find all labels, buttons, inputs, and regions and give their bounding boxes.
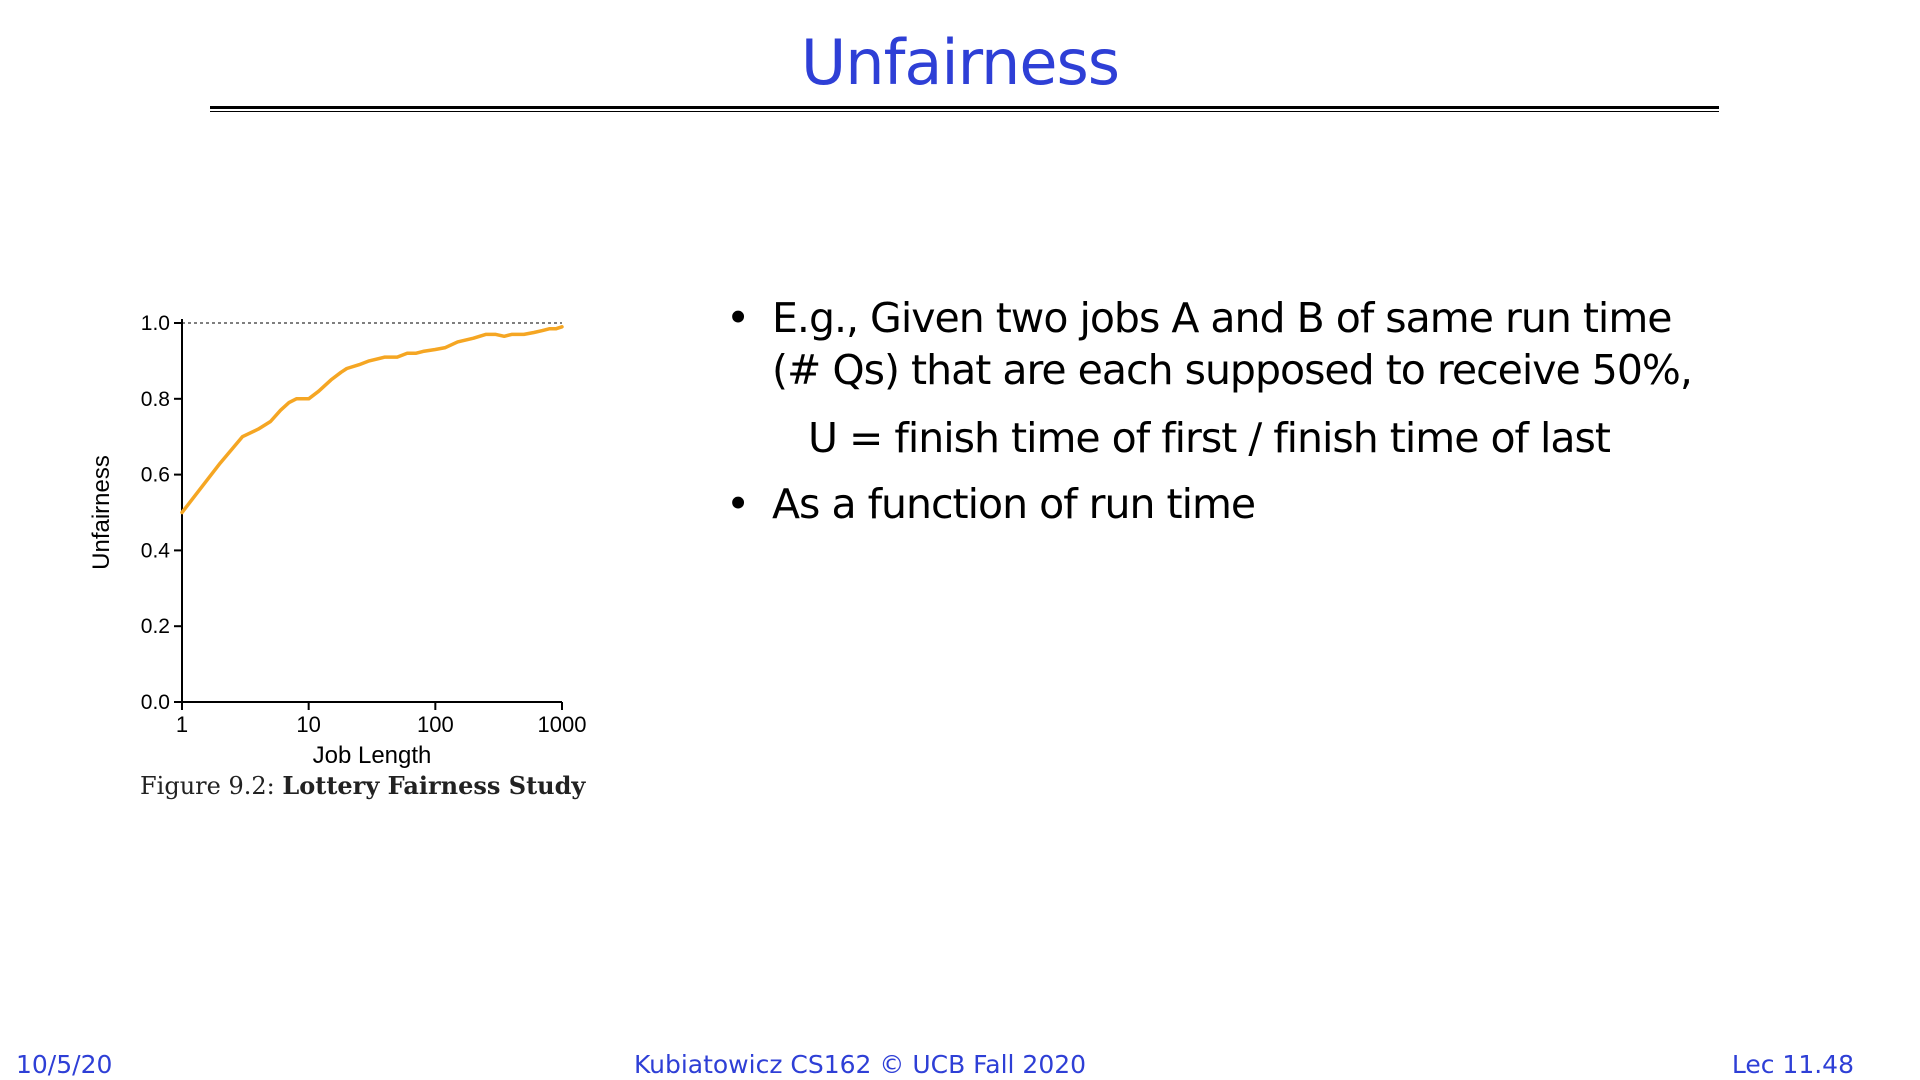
x-tick-label: 1000	[538, 712, 587, 737]
title-rule-thick	[210, 106, 1719, 109]
lottery-fairness-chart: 0.0 0.2 0.4 0.6 0.8 1.0 1 10 100 1000 Job Length Un…	[90, 300, 610, 770]
bullet-item-1: • E.g., Given two jobs A and B of same r…	[726, 292, 1726, 396]
slide-title: Unfairness	[800, 26, 1120, 99]
bullet-item-2: • As a function of run time	[726, 478, 1726, 530]
x-tick-label: 100	[417, 712, 454, 737]
y-tick-label: 0.0	[141, 691, 170, 714]
caption-title: Lottery Fairness Study	[282, 771, 586, 800]
bullet-text-1: E.g., Given two jobs A and B of same run…	[772, 294, 1693, 394]
bullet-list: • E.g., Given two jobs A and B of same r…	[726, 292, 1726, 530]
bullet-dot-icon: •	[726, 480, 750, 528]
x-tick-label: 1	[176, 712, 188, 737]
x-tick-label: 10	[296, 712, 320, 737]
bullet-dot-icon: •	[726, 294, 750, 342]
bullet-text-2: As a function of run time	[772, 480, 1256, 528]
footer-course: Kubiatowicz CS162 © UCB Fall 2020	[633, 1050, 1087, 1079]
x-axis-title: Job Length	[313, 742, 432, 769]
y-tick-label: 0.6	[141, 464, 170, 487]
y-tick-label: 0.8	[141, 388, 170, 411]
chart-svg: 0.0 0.2 0.4 0.6 0.8 1.0 1 10 100 1000 Job Length Un…	[90, 312, 587, 769]
title-rule-thin	[210, 111, 1719, 112]
y-tick-label: 1.0	[141, 312, 170, 335]
footer-lecture-number: Lec 11.48	[1731, 1050, 1854, 1079]
y-tick-label: 0.4	[141, 539, 171, 562]
series-line-unfairness	[180, 325, 564, 515]
footer-date: 10/5/20	[16, 1050, 113, 1079]
y-axis-title: Unfairness	[90, 455, 115, 570]
figure-caption: Figure 9.2: Lottery Fairness Study	[140, 771, 585, 800]
caption-prefix: Figure 9.2:	[140, 772, 283, 800]
unfairness-formula: U = finish time of first / finish time o…	[808, 414, 1611, 462]
y-tick-label: 0.2	[141, 615, 170, 638]
